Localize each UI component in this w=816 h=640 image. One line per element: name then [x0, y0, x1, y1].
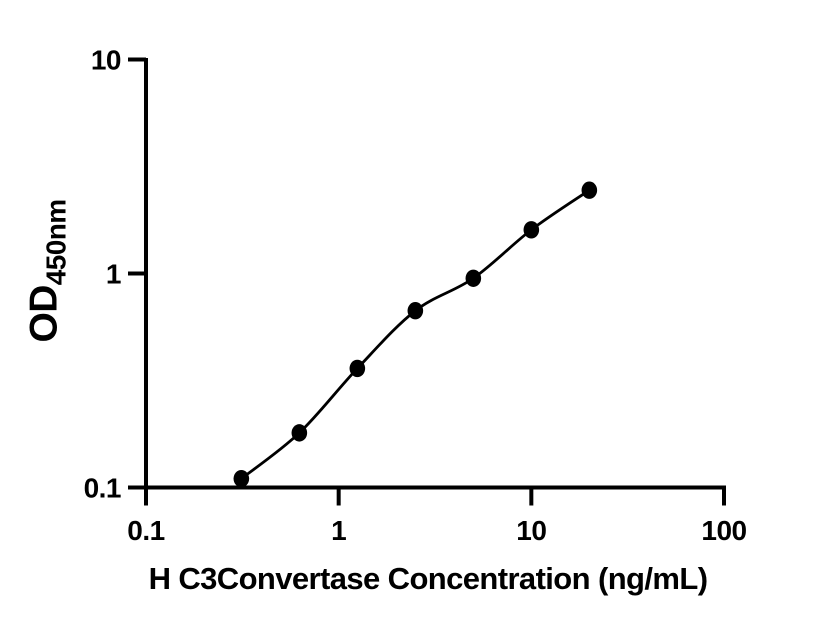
y-tick-label: 1 [106, 259, 121, 290]
data-point [523, 221, 540, 239]
y-tick-label: 10 [91, 45, 121, 76]
data-point [465, 269, 482, 287]
x-tick-label: 1 [331, 515, 346, 546]
data-point [407, 302, 424, 320]
data-point [349, 359, 366, 378]
y-tick-label: 0.1 [84, 473, 121, 504]
y-axis-title-subscript: 450nm [40, 199, 72, 286]
x-tick-label: 0.1 [127, 515, 164, 546]
y-axis-title-main: OD [22, 285, 66, 343]
data-point [233, 469, 250, 488]
y-axis-title: OD450nm [22, 199, 72, 343]
data-point [581, 181, 598, 199]
x-tick-label: 100 [701, 515, 746, 546]
x-axis-title: H C3Convertase Concentration (ng/mL) [148, 561, 708, 596]
x-tick-label: 10 [516, 515, 546, 546]
data-point [291, 424, 308, 442]
